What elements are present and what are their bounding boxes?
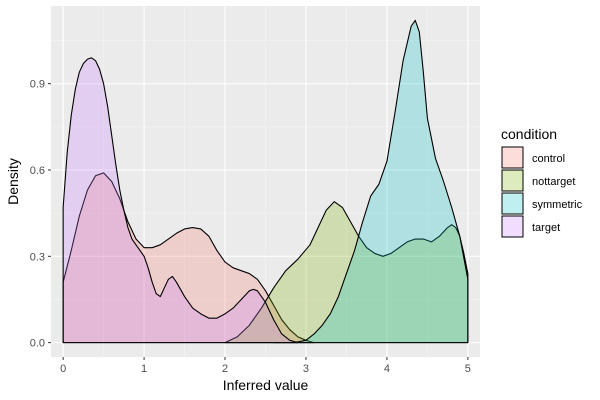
legend-item-nottarget: nottarget (501, 169, 575, 192)
density-areas (62, 19, 469, 344)
y-axis: 0.0 0.3 0.6 0.9 (30, 79, 51, 350)
legend-label-target: target (532, 222, 560, 234)
legend-title: condition (501, 126, 557, 142)
legend-label-nottarget: nottarget (532, 176, 575, 188)
y-tick-label: 0.0 (30, 338, 45, 350)
legend: condition control nottarget symmetric targe… (501, 126, 583, 238)
x-axis-title: Inferred value (223, 377, 309, 393)
legend-item-control: control (501, 146, 565, 169)
y-tick-label: 0.9 (30, 79, 45, 91)
legend-label-control: control (532, 153, 565, 165)
density-area-target (62, 57, 299, 344)
legend-key-nottarget (501, 169, 524, 192)
y-axis-title: Density (5, 158, 21, 205)
legend-key-control (501, 146, 524, 169)
density-area-control (62, 172, 315, 344)
x-axis: 0 1 2 3 4 5 (60, 357, 471, 375)
y-tick-label: 0.6 (30, 165, 45, 177)
legend-key-target (501, 215, 524, 238)
legend-items: control nottarget symmetric target (501, 146, 583, 238)
x-tick-label: 0 (60, 363, 66, 375)
minor-gridlines (51, 6, 480, 357)
density-area-symmetric (273, 19, 469, 344)
x-tick-label: 5 (465, 363, 471, 375)
y-tick-label: 0.3 (30, 251, 45, 263)
legend-item-target: target (501, 215, 560, 238)
legend-item-symmetric: symmetric (501, 192, 583, 215)
legend-key-symmetric (501, 192, 524, 215)
x-tick-label: 4 (384, 363, 390, 375)
x-tick-label: 1 (141, 363, 147, 375)
legend-label-symmetric: symmetric (532, 199, 583, 211)
x-tick-label: 3 (303, 363, 309, 375)
x-tick-label: 2 (222, 363, 228, 375)
